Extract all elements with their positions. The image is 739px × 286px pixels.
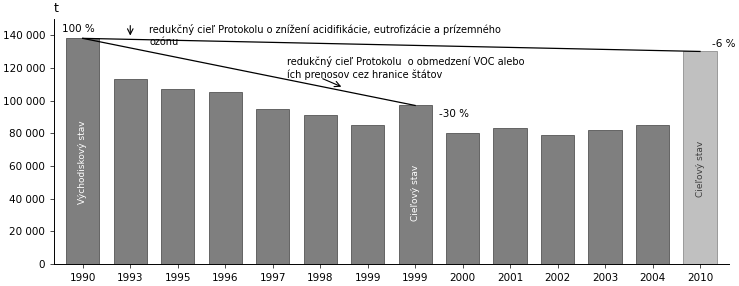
- Text: 100 %: 100 %: [61, 24, 95, 34]
- Text: t: t: [54, 3, 59, 15]
- Bar: [446, 133, 479, 264]
- Bar: [208, 92, 242, 264]
- Bar: [304, 115, 337, 264]
- Bar: [67, 38, 100, 264]
- Bar: [161, 89, 194, 264]
- Bar: [114, 79, 147, 264]
- Text: -6 %: -6 %: [712, 39, 735, 49]
- Bar: [636, 125, 669, 264]
- Bar: [684, 51, 717, 264]
- Bar: [494, 128, 527, 264]
- Text: Cieľový stav: Cieľový stav: [411, 165, 420, 221]
- Text: Východiskový stav: Východiskový stav: [78, 121, 87, 204]
- Text: Cieľový stav: Cieľový stav: [695, 140, 704, 196]
- Bar: [351, 125, 384, 264]
- Bar: [256, 109, 290, 264]
- Bar: [588, 130, 621, 264]
- Bar: [398, 106, 432, 264]
- Bar: [541, 135, 574, 264]
- Text: redukčný cieľ Protokolu o znížení acidifikácie, eutrofizácie a prízemného
ozónu: redukčný cieľ Protokolu o znížení acidif…: [149, 24, 501, 47]
- Text: redukčný cieľ Protokolu  o obmedzení VOC alebo
ích prenosov cez hranice štátov: redukčný cieľ Protokolu o obmedzení VOC …: [287, 56, 525, 80]
- Text: -30 %: -30 %: [439, 109, 469, 119]
